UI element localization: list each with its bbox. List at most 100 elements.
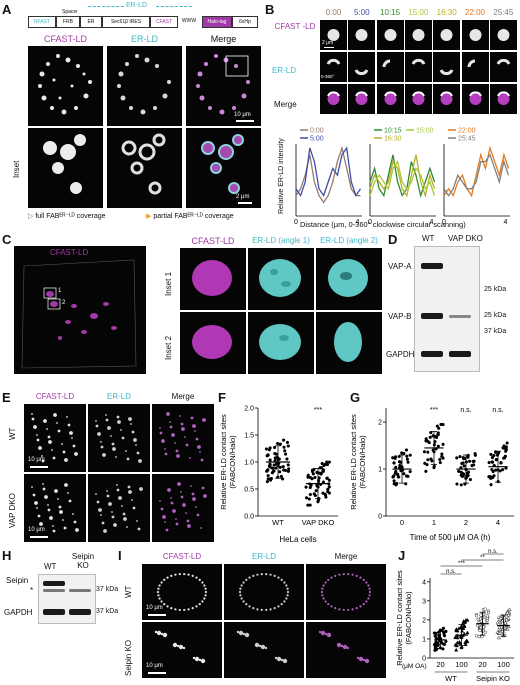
d-row-vapa: VAP-A	[388, 262, 412, 271]
i-dot	[365, 581, 368, 584]
g-chart-point	[466, 453, 470, 457]
g-chart-point	[426, 458, 430, 462]
i-dot	[283, 581, 286, 584]
j-unit-label: (μM OA)	[402, 663, 427, 670]
e-dot	[101, 521, 105, 525]
g-chart-point	[435, 424, 439, 428]
e-dot	[52, 529, 56, 533]
e-dot	[72, 513, 74, 515]
f-chart-point	[281, 477, 285, 481]
b-merge-ld	[497, 93, 510, 105]
i-dot	[201, 581, 204, 584]
e-dot	[69, 431, 73, 435]
i-dot	[194, 656, 200, 662]
j-chart-point	[454, 647, 459, 652]
b-time-6: 25:45	[493, 8, 514, 17]
h-marker-1: 37 kDa	[96, 586, 119, 593]
g-chart-point	[406, 460, 410, 464]
b-cell-svg	[355, 91, 369, 105]
b-time-5: 22:00	[464, 8, 486, 17]
i-dot	[158, 584, 161, 587]
j-chart-point	[465, 618, 470, 622]
e-dot	[53, 413, 57, 417]
i-dot	[195, 576, 198, 579]
b-legend-text-2-1: 25:45	[458, 136, 476, 143]
f-chart-point	[323, 493, 328, 497]
e-dot	[95, 424, 99, 428]
e-title-cfast: CFAST-LD	[35, 392, 75, 401]
g-chart-point	[489, 483, 493, 487]
f-chart-point	[282, 438, 286, 442]
e-dot	[169, 421, 171, 423]
i-dot	[321, 587, 324, 590]
j-chart-ytick-label-1: 1	[422, 636, 426, 643]
i-dot	[359, 605, 362, 608]
e-dot	[121, 505, 123, 507]
i-dot	[163, 578, 166, 581]
i-dot	[198, 578, 201, 581]
i-dot	[347, 572, 350, 576]
f-chart-point	[327, 485, 331, 489]
e-dot	[131, 430, 135, 434]
e-img-wt-1	[88, 404, 150, 472]
e-dot	[64, 483, 68, 487]
b-er-arc	[467, 59, 475, 68]
j-chart-point	[483, 607, 487, 611]
e-dot	[68, 499, 72, 503]
b-row-merge: Merge	[274, 100, 297, 109]
panel-label-h: H	[2, 548, 12, 563]
f-chart-point	[282, 468, 286, 472]
e-dot	[200, 527, 202, 529]
e-dot	[96, 500, 100, 504]
j-chart-point	[485, 614, 490, 618]
f-chart-point	[270, 471, 274, 475]
e-dot	[66, 416, 68, 418]
b-er-arc	[382, 59, 390, 68]
i-dot	[283, 600, 286, 603]
e-dot	[107, 426, 111, 430]
i-dot	[248, 605, 251, 608]
f-chart-point	[269, 477, 273, 481]
panel-label-j: J	[398, 548, 406, 563]
i-dot	[245, 578, 248, 581]
i-dot	[176, 644, 180, 648]
j-chart-point	[435, 643, 440, 648]
b-cell-1-0: 0-360°	[320, 52, 347, 82]
e-dot	[196, 513, 200, 517]
i-scale-text-wt: 10 μm	[146, 605, 163, 611]
a-legend-partial-text: partial FABᴱᴿ⁻ᴸᴰ coverage	[153, 213, 234, 220]
f-chart-point	[306, 473, 310, 477]
e-dot	[192, 497, 196, 501]
i-dot	[264, 646, 268, 650]
e-scale-text-wt: 10 μm	[28, 457, 45, 463]
panel-label-b: B	[265, 2, 275, 17]
construct-track: NFAST FRB ER Sec61β IRES CFAST WWW Halo-…	[28, 16, 263, 28]
g-chart-point	[460, 474, 464, 479]
c-col-cfast: CFAST-LD	[191, 236, 235, 246]
e-dot	[59, 510, 63, 514]
j-chart-cat-0: 20	[436, 660, 444, 669]
e-dot	[105, 418, 109, 422]
j-chart-point	[479, 613, 483, 617]
g-chart-point	[426, 450, 430, 454]
b-cell-svg	[496, 91, 510, 105]
e-dot	[47, 504, 49, 506]
b-ld	[355, 29, 368, 41]
e-title-er: ER-LD	[106, 392, 131, 401]
b-legend-text-1-2: 15:00	[416, 128, 434, 135]
i-dot	[273, 574, 276, 577]
c-inset2-er2	[316, 312, 382, 374]
i-img-ko-1	[224, 622, 304, 678]
e-dot	[180, 495, 184, 499]
b-merge-ld	[384, 93, 397, 105]
f-chart: 0.0 0.5 1.0 1.5 2.0 WT VAP DKO *** Relative ER-L…	[219, 406, 338, 544]
g-chart-cat-2: 2	[464, 518, 468, 527]
e-dot	[185, 512, 187, 514]
e-dot	[33, 425, 37, 429]
j-chart-point	[463, 619, 468, 624]
f-chart-point	[268, 462, 272, 466]
e-dot	[181, 427, 185, 431]
e-dot	[36, 507, 38, 509]
e-dot	[184, 436, 186, 438]
f-chart-annot-1: ***	[314, 407, 322, 414]
